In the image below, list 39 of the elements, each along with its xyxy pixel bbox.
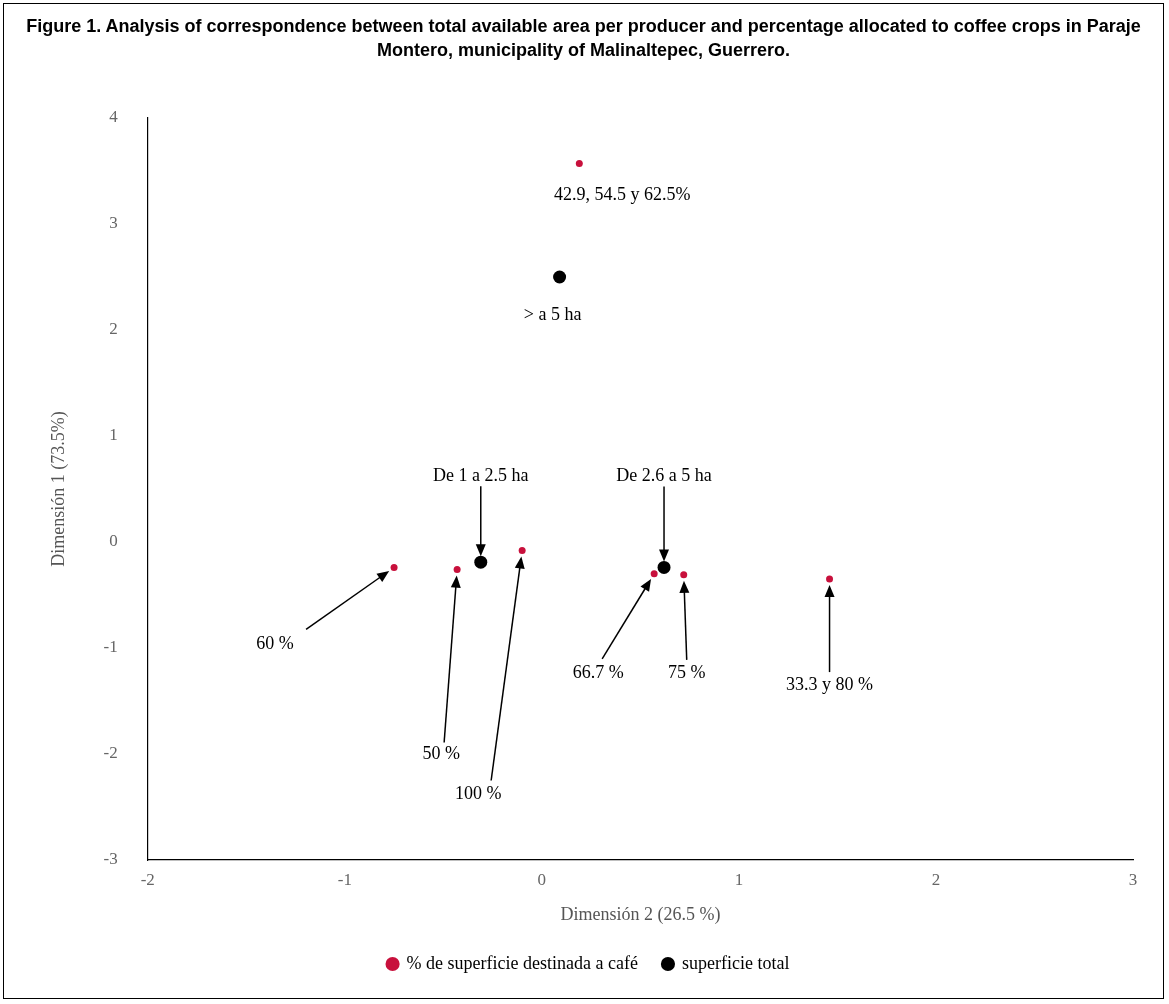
annotation: De 1 a 2.5 ha	[433, 464, 529, 485]
annotation: > a 5 ha	[523, 303, 582, 324]
annotation: 100 %	[454, 783, 502, 804]
annotation: 42.9, 54.5 y 62.5%	[554, 184, 691, 205]
annotation: De 2.6 a 5 ha	[616, 465, 712, 486]
point	[390, 563, 398, 571]
y-tick-label: 3	[109, 213, 118, 233]
point	[650, 570, 658, 578]
point	[826, 575, 834, 583]
y-tick-label: -3	[103, 849, 118, 869]
annotation: 50 %	[422, 743, 460, 764]
point	[657, 560, 671, 574]
point	[518, 546, 526, 554]
x-tick-label: 3	[1128, 869, 1138, 889]
x-axis-title: Dimensión 2 (26.5 %)	[560, 903, 721, 925]
point	[575, 160, 583, 168]
y-tick-label: -1	[103, 637, 118, 657]
legend-label: % de superficie destinada a café	[406, 952, 638, 973]
y-tick-label: 2	[109, 319, 118, 339]
annotation: 60 %	[256, 633, 294, 654]
annotation: 33.3 y 80 %	[786, 673, 874, 694]
x-tick-label: 2	[931, 869, 941, 889]
legend-label: superficie total	[681, 952, 790, 973]
annotation: 66.7 %	[572, 661, 624, 682]
y-tick-label: 1	[109, 425, 118, 445]
point	[553, 270, 567, 284]
point	[474, 555, 488, 569]
x-tick-label: 0	[537, 869, 547, 889]
chart-title: Figure 1. Analysis of correspondence between total available area per producer and percentage allocated to coffee crops in Paraje Montero, municipality of Malinaltepec, Guerrero.	[25, 15, 1142, 62]
y-tick-label: 0	[109, 531, 118, 551]
point	[453, 566, 461, 574]
y-tick-label: -2	[103, 743, 118, 763]
x-tick-label: -2	[140, 869, 155, 889]
x-tick-label: -1	[337, 869, 352, 889]
x-tick-label: 1	[734, 869, 744, 889]
point	[680, 571, 688, 579]
y-tick-label: 4	[109, 107, 119, 127]
y-axis-title: Dimensión 1 (73.5%)	[47, 411, 69, 567]
annotation: 75 %	[667, 661, 706, 682]
